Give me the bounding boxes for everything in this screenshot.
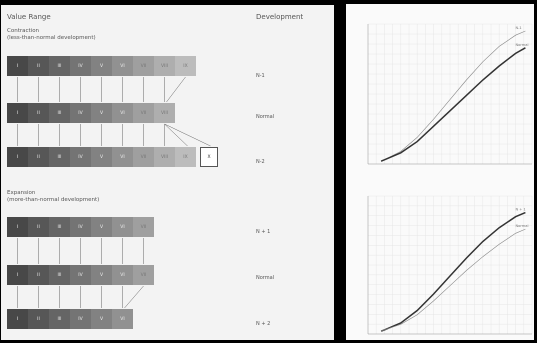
zone-cell: IV	[70, 147, 91, 167]
zone-cell: VII	[133, 265, 154, 285]
zone-cell: III	[49, 56, 70, 76]
development-heading: Development	[256, 13, 304, 21]
zone-cell: V	[91, 56, 112, 76]
zone-connector	[124, 285, 144, 309]
zone-cell: I	[7, 56, 28, 76]
series-line	[380, 47, 526, 162]
zone-cell: I	[7, 103, 28, 123]
expansion-subtitle: (more-than-normal development)	[7, 197, 100, 203]
series-label: N-1	[515, 26, 521, 30]
zone-cell: III	[49, 147, 70, 167]
zone-cell: IV	[70, 103, 91, 123]
zone-cell: I	[7, 309, 28, 329]
zone-cell: VII	[133, 103, 154, 123]
curve-charts-svg: N-1 Normal N + 1 Normal	[367, 23, 533, 335]
zone-cell: IV	[70, 56, 91, 76]
zone-cell: VIII	[154, 103, 175, 123]
expansion-title: Expansion	[7, 190, 36, 196]
zone-cell: VIII	[154, 56, 175, 76]
zone-cell: III	[49, 103, 70, 123]
zone-cell: V	[91, 147, 112, 167]
zone-connector-lines	[17, 76, 211, 309]
zone-cell: V	[91, 103, 112, 123]
contraction-title: Contraction	[7, 28, 40, 34]
zone-cell: IX	[175, 56, 196, 76]
zone-connector	[166, 76, 186, 103]
series-label: N + 1	[515, 208, 525, 212]
zone-cell: II	[28, 56, 49, 76]
zone-system-diagram: Value Range Development Contraction (less-t…	[1, 5, 334, 340]
zone-cell: IV	[70, 309, 91, 329]
zone-cell: VII	[133, 147, 154, 167]
zone-cell: VI	[112, 217, 133, 237]
series-label: Normal	[515, 224, 528, 228]
series-line	[380, 228, 526, 332]
zone-cell: X	[200, 147, 218, 167]
zone-cell: V	[91, 265, 112, 285]
value-range-heading: Value Range	[7, 13, 51, 21]
zone-cell: I	[7, 265, 28, 285]
zone-cell: II	[28, 103, 49, 123]
zone-cell: IV	[70, 217, 91, 237]
zone-cell: V	[91, 309, 112, 329]
development-label: N-2	[256, 159, 265, 165]
zone-cell: III	[49, 217, 70, 237]
development-label: Normal	[256, 114, 275, 120]
zone-connector	[164, 123, 188, 147]
zone-cell: VIII	[154, 147, 175, 167]
series-label: Normal	[515, 43, 528, 47]
zone-cell: III	[49, 265, 70, 285]
development-label: N-1	[256, 73, 265, 79]
zone-cell: VI	[112, 265, 133, 285]
zone-cell: IV	[70, 265, 91, 285]
series-line	[380, 211, 526, 332]
zone-cell: VI	[112, 56, 133, 76]
zone-cell: V	[91, 217, 112, 237]
zone-connector	[164, 123, 211, 147]
zone-cell: II	[28, 265, 49, 285]
zone-cell: IX	[175, 147, 196, 167]
zone-cell: VII	[133, 217, 154, 237]
development-label: Normal	[256, 275, 275, 281]
zone-cell: I	[7, 217, 28, 237]
development-label: N + 2	[256, 321, 271, 327]
zone-cell: I	[7, 147, 28, 167]
series-line	[380, 30, 526, 162]
curve-charts: N-1 Normal N + 1 Normal	[346, 4, 534, 340]
zone-cell: III	[49, 309, 70, 329]
zone-cell: II	[28, 217, 49, 237]
zone-cell: VI	[112, 309, 133, 329]
contraction-subtitle: (less-than-normal development)	[7, 35, 96, 41]
zone-cell: VI	[112, 147, 133, 167]
zone-cell: VI	[112, 103, 133, 123]
zone-cell: VII	[133, 56, 154, 76]
zone-cell: II	[28, 147, 49, 167]
development-label: N + 1	[256, 229, 271, 235]
zone-cell: II	[28, 309, 49, 329]
